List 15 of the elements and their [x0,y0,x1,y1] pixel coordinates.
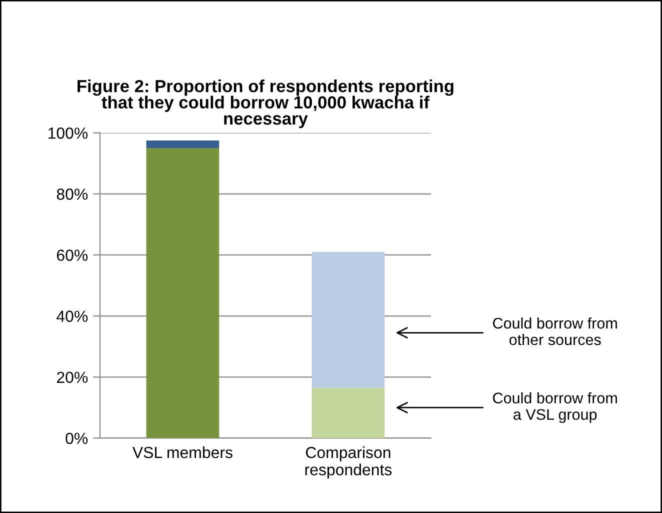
y-tick-label: 20% [56,372,88,383]
y-tick-label: 40% [56,310,88,322]
y-tick-label: 60% [57,250,88,261]
y-tick-label: 0% [66,432,88,444]
bar [312,252,385,388]
y-tick-label: 100% [48,128,88,139]
x-tick-label: VSL members [132,446,232,458]
text: Could borrow from a VSL group [493,392,617,423]
bar [312,388,385,438]
bar [146,140,220,148]
text: Could borrow from other sources [493,317,617,346]
y-tick-label: 80% [56,188,88,200]
x-tick-label: Comparison respondents [305,446,392,479]
chart-title: Figure 2: Proportion of respondents reporting that they could borrow 10,000 kwacha if necessary [78,80,454,128]
bar [146,148,220,438]
